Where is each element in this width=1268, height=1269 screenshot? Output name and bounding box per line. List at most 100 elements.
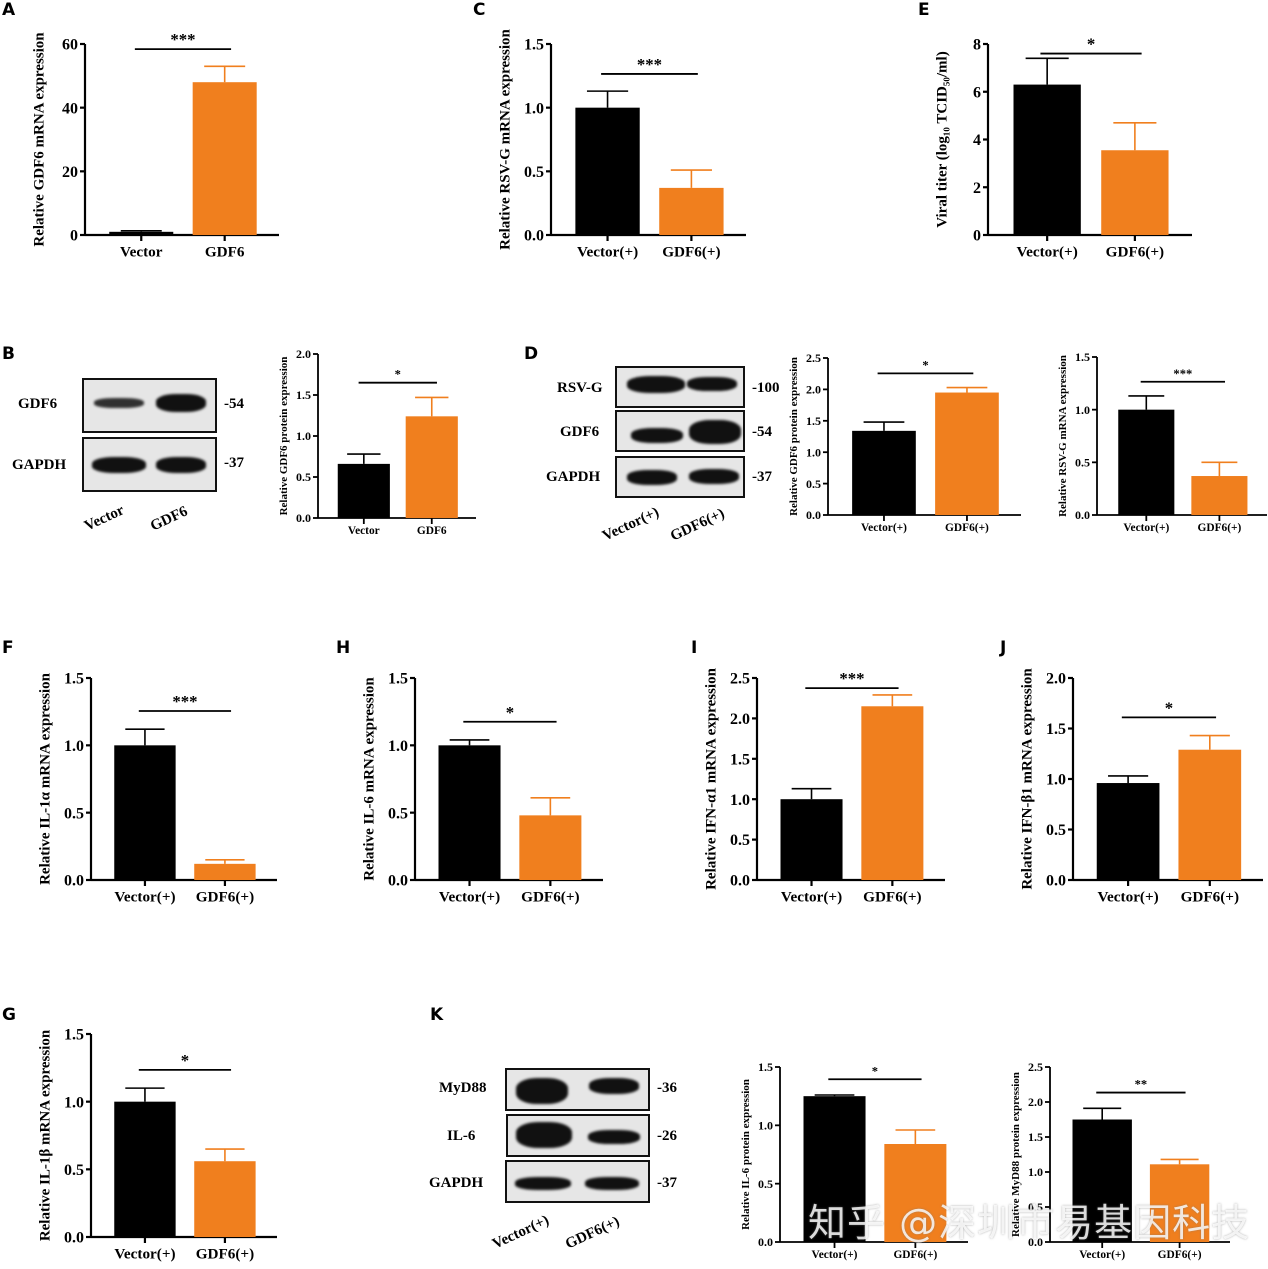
y-tick-label: 2.0 (806, 383, 821, 397)
y-tick-label: 0.0 (730, 873, 750, 890)
y-tick-label: 1.0 (730, 792, 750, 809)
panel-letter-d: D (524, 344, 539, 364)
bar-gdf6 (194, 1161, 256, 1237)
y-tick-label: 0.5 (388, 805, 408, 822)
blot-d-mw-gapdh: -37 (752, 469, 772, 485)
x-tick-label: Vector(+) (1123, 522, 1169, 534)
y-tick-label: 0.0 (64, 1230, 84, 1247)
y-axis-label: Relative RSV-G mRNA expression (1057, 355, 1069, 517)
y-tick-label: 0.5 (64, 805, 84, 822)
x-tick-label: GDF6(+) (662, 244, 720, 261)
y-tick-label: 0.0 (806, 508, 821, 522)
band (627, 470, 677, 485)
bar-vector (438, 745, 501, 880)
bar-gdf6 (1149, 1164, 1210, 1242)
significance-label: * (922, 358, 928, 372)
x-tick-label: Vector(+) (1079, 1249, 1125, 1261)
y-axis-label: Relative IL-6 mRNA expression (361, 677, 377, 881)
y-tick-label: 0.5 (730, 832, 750, 849)
bar-vector (337, 463, 390, 518)
x-tick-label: Vector(+) (1097, 889, 1158, 906)
bar-vector (1096, 783, 1160, 880)
band (589, 1078, 639, 1094)
y-tick-label: 1.0 (524, 100, 544, 117)
y-tick-label: 2.0 (296, 347, 311, 361)
y-tick-label: 2.5 (806, 351, 821, 365)
y-tick-label: 20 (62, 164, 78, 181)
y-tick-label: 0.0 (1075, 508, 1090, 522)
blot-d-row-gapdh (615, 456, 745, 498)
band (516, 1078, 568, 1104)
y-axis-label: Relative GDF6 protein expression (278, 357, 290, 516)
x-tick-label: Vector(+) (781, 889, 842, 906)
bar-gdf6 (935, 392, 999, 515)
x-tick-label: Vector (120, 244, 163, 261)
significance-label: ** (1135, 1078, 1148, 1092)
band (689, 469, 739, 484)
y-axis-label: Relative IL-6 protein expression (740, 1079, 752, 1230)
x-tick-label: Vector(+) (861, 522, 907, 534)
y-tick-label: 0.0 (524, 228, 544, 245)
blot-b-row-gdf6 (82, 378, 217, 433)
bar-vector (114, 1101, 176, 1237)
panel-letter-a: A (2, 0, 16, 20)
significance-label: *** (839, 669, 864, 688)
bar-vector (1118, 409, 1175, 515)
bar-vector (1072, 1119, 1132, 1242)
blot-k-label-gapdh: GAPDH (429, 1175, 484, 1191)
panel-letter-b: B (2, 344, 15, 364)
x-tick-label: GDF6 (205, 244, 245, 261)
x-tick-label: Vector(+) (812, 1249, 858, 1261)
bar-vector (1013, 84, 1081, 236)
blot-b-label-gdf6: GDF6 (18, 396, 58, 412)
significance-label: * (506, 703, 514, 722)
blot-k-row-myd88 (505, 1068, 650, 1111)
bar-vector (780, 799, 843, 880)
x-tick-label: GDF6(+) (1197, 522, 1241, 534)
y-tick-label: 40 (62, 100, 78, 117)
y-axis-label: Relative IL-1α mRNA expression (37, 672, 53, 884)
band (156, 457, 206, 473)
y-axis-label: Relative RSV-G mRNA expression (497, 29, 513, 250)
blot-b-row-gapdh (82, 437, 217, 492)
y-tick-label: 0.5 (1075, 456, 1090, 470)
y-axis-label: Relative IL-1β mRNA expression (37, 1029, 53, 1241)
blot-b-label-gapdh: GAPDH (12, 457, 67, 473)
x-tick-label: Vector(+) (439, 889, 500, 906)
significance-label: *** (172, 692, 197, 711)
x-tick-label: Vector(+) (577, 244, 638, 261)
bar-gdf6 (192, 82, 257, 235)
y-tick-label: 2.5 (1028, 1060, 1043, 1074)
blot-d-label-rsvg: RSV-G (557, 380, 603, 396)
y-axis-label: Relative IFN-α1 mRNA expression (703, 667, 719, 889)
x-tick-label: Vector (348, 525, 380, 537)
panel-letter-f: F (2, 638, 14, 658)
bar-vector (852, 430, 916, 515)
y-tick-label: 0.0 (64, 873, 84, 890)
y-axis-label: Relative GDF6 mRNA expression (31, 32, 47, 247)
y-tick-label: 1.5 (1028, 1130, 1043, 1144)
significance-label: * (181, 1051, 189, 1070)
blot-b-mw-gapdh: -37 (224, 455, 244, 471)
bar-vector (803, 1096, 866, 1242)
blot-d-row-gdf6 (615, 410, 745, 452)
y-tick-label: 1.5 (388, 671, 408, 688)
y-tick-label: 2.0 (1046, 671, 1066, 688)
y-tick-label: 0.5 (1028, 1200, 1043, 1214)
band (687, 377, 737, 391)
bar-gdf6 (194, 863, 256, 880)
x-tick-label: GDF6(+) (521, 889, 579, 906)
blot-b-mw-gdf6: -54 (224, 396, 244, 412)
y-tick-label: 1.0 (1046, 772, 1066, 789)
blot-k-row-gapdh (505, 1160, 650, 1203)
y-tick-label: 0.0 (758, 1235, 773, 1249)
band (627, 376, 685, 393)
blot-k-label-myd88: MyD88 (439, 1080, 487, 1096)
band (585, 1177, 639, 1190)
